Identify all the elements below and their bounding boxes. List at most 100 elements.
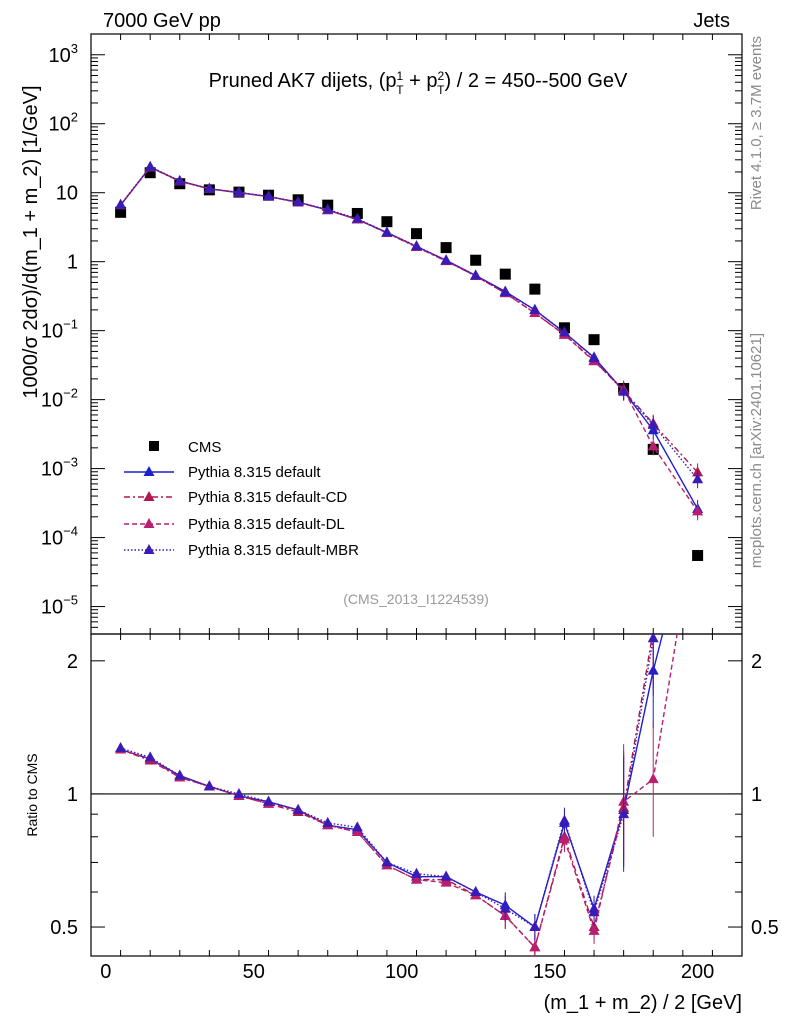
main-y-tick-label: 103 xyxy=(49,41,78,67)
ratio-x-axis-label: (m_1 + m_2) / 2 [GeV] xyxy=(544,992,742,1014)
ratio-point-pythia-8-315-default-dl xyxy=(588,924,600,935)
title-sup-2: 2 xyxy=(437,69,444,83)
main-y-tick-label: 102 xyxy=(49,110,78,136)
cms-data-point xyxy=(115,206,127,218)
main-point-pythia-8-315-default-mbr xyxy=(588,352,600,363)
ratio-point-pythia-8-315-default-dl xyxy=(558,833,570,844)
main-y-tick-base: 10 xyxy=(41,528,63,550)
main-point-pythia-8-315-default-mbr xyxy=(322,203,334,214)
ratio-x-tick-label: 100 xyxy=(385,961,418,983)
main-point-pythia-8-315-default-mbr xyxy=(263,190,275,201)
main-point-pythia-8-315-default-mbr xyxy=(440,254,452,265)
main-series-layer xyxy=(115,160,704,561)
main-series-line-pythia-8-315-default-dl xyxy=(120,166,699,512)
ratio-series-line-pythia-8-315-default-mbr xyxy=(120,634,655,929)
main-y-axis-label: 1000/σ 2dσ)/d(m_1 + m_2) [1/GeV] xyxy=(20,85,42,398)
main-point-pythia-8-315-default-mbr xyxy=(351,212,363,223)
ratio-point-pythia-8-315-default xyxy=(692,491,703,501)
main-y-tick-base: 10 xyxy=(41,459,63,481)
cms-data-point xyxy=(411,228,422,240)
main-y-tick-exponent: 3 xyxy=(71,41,78,56)
ratio-point-pythia-8-315-default-mbr xyxy=(263,795,275,806)
main-y-tick-label: 1 xyxy=(67,252,78,274)
legend-marker-default-mbr xyxy=(143,544,155,554)
cms-data-point xyxy=(692,549,704,561)
main-y-tick-base: 10 xyxy=(41,321,63,343)
ratio-point-pythia-8-315-default-mbr xyxy=(499,902,511,913)
main-point-pythia-8-315-default-mbr xyxy=(381,226,393,237)
ratio-x-tick-label: 150 xyxy=(533,961,566,983)
ratio-point-pythia-8-315-default-mbr xyxy=(115,742,127,753)
ratio-y-tick-label-right: 2 xyxy=(751,651,762,673)
ratio-point-pythia-8-315-default-cd xyxy=(692,256,703,266)
ratio-point-pythia-8-315-default-mbr xyxy=(692,300,703,310)
header-category-label: Jets xyxy=(693,10,730,32)
main-y-tick-exponent: −2 xyxy=(63,386,78,401)
ratio-y-tick-label: 2 xyxy=(67,651,78,673)
ratio-y-tick-label: 0.5 xyxy=(50,917,78,939)
ratio-x-tick-label: 200 xyxy=(681,961,714,983)
title-sub-1: T xyxy=(396,83,404,97)
legend-marker-default-dl xyxy=(143,518,155,528)
cms-data-point xyxy=(381,216,393,228)
main-y-tick-base: 10 xyxy=(41,597,63,619)
cms-data-point xyxy=(144,167,156,179)
main-point-pythia-8-315-default-mbr xyxy=(144,160,156,171)
ratio-series-line-pythia-8-315-default xyxy=(120,634,664,929)
main-y-tick-base: 10 xyxy=(49,45,71,67)
main-point-pythia-8-315-default-mbr xyxy=(115,198,127,209)
ratio-point-pythia-8-315-default-mbr xyxy=(292,803,304,814)
main-y-tick-exponent: −1 xyxy=(63,317,78,332)
ratio-point-pythia-8-315-default-mbr xyxy=(411,867,422,878)
main-point-pythia-8-315-default-mbr xyxy=(618,385,630,396)
main-y-tick-label: 10−3 xyxy=(41,455,78,481)
main-y-tick-label: 10 xyxy=(56,183,78,205)
cms-data-point xyxy=(588,334,600,346)
ratio-point-pythia-8-315-default-mbr xyxy=(322,816,334,827)
main-y-tick-label: 10−4 xyxy=(41,524,78,550)
main-y-tick-exponent: 2 xyxy=(71,110,78,125)
ratio-plot-frame xyxy=(90,633,743,957)
main-point-pythia-8-315-default-mbr xyxy=(529,303,541,314)
ratio-point-pythia-8-315-default-mbr xyxy=(618,808,630,819)
legend-marker-cms xyxy=(149,441,159,451)
main-point-pythia-8-315-default-dl xyxy=(647,440,659,451)
main-point-pythia-8-315-default-mbr xyxy=(470,269,482,280)
main-point-pythia-8-315-default-mbr xyxy=(692,473,704,484)
ratio-x-tick-label: 0 xyxy=(100,961,111,983)
main-y-tick-exponent: −4 xyxy=(63,524,78,539)
main-y-tick-base: 10 xyxy=(41,390,63,412)
ratio-series-layer xyxy=(115,256,703,956)
ratio-x-tick-label: 50 xyxy=(243,961,265,983)
main-panel: Pruned AK7 dijets, (p1 T + p2 T) / 2 = 450… xyxy=(20,33,743,635)
legend-label-default-dl: Pythia 8.315 default-DL xyxy=(188,516,345,533)
main-y-tick-label: 10−1 xyxy=(41,317,78,343)
cms-data-point xyxy=(529,283,541,295)
ratio-point-pythia-8-315-default-mbr xyxy=(470,886,482,897)
ratio-point-pythia-8-315-default-mbr xyxy=(351,821,363,832)
main-point-pythia-8-315-default-mbr xyxy=(558,326,570,337)
title-suffix: ) / 2 = 450--500 GeV xyxy=(444,70,628,92)
legend: CMS Pythia 8.315 default Pythia 8.315 de… xyxy=(124,439,359,559)
ratio-point-pythia-8-315-default-mbr xyxy=(529,921,541,932)
ratio-point-pythia-8-315-default-mbr xyxy=(203,780,215,791)
title-sub-2: T xyxy=(437,83,445,97)
main-point-pythia-8-315-default-mbr xyxy=(647,418,659,429)
main-y-tick-base: 10 xyxy=(49,114,71,136)
cms-data-point xyxy=(470,254,482,266)
main-point-pythia-8-315-default-mbr xyxy=(499,286,511,297)
analysis-tag: (CMS_2013_I1224539) xyxy=(343,591,489,607)
legend-label-cms: CMS xyxy=(188,439,221,456)
main-point-pythia-8-315-default-mbr xyxy=(292,196,304,207)
cms-data-point xyxy=(440,242,452,254)
title-prefix: Pruned AK7 dijets, (p xyxy=(209,70,397,92)
ratio-point-pythia-8-315-default-mbr xyxy=(588,906,600,917)
main-series-line-pythia-8-315-default-mbr xyxy=(120,165,699,480)
ratio-point-pythia-8-315-default-dl xyxy=(440,876,452,887)
title-mid: + p xyxy=(404,70,438,92)
main-point-pythia-8-315-default-mbr xyxy=(203,182,215,193)
rivet-version-label: Rivet 4.1.0, ≥ 3.7M events xyxy=(748,36,765,210)
legend-label-default: Pythia 8.315 default xyxy=(188,464,321,481)
ratio-y-tick-label-right: 1 xyxy=(751,784,762,806)
